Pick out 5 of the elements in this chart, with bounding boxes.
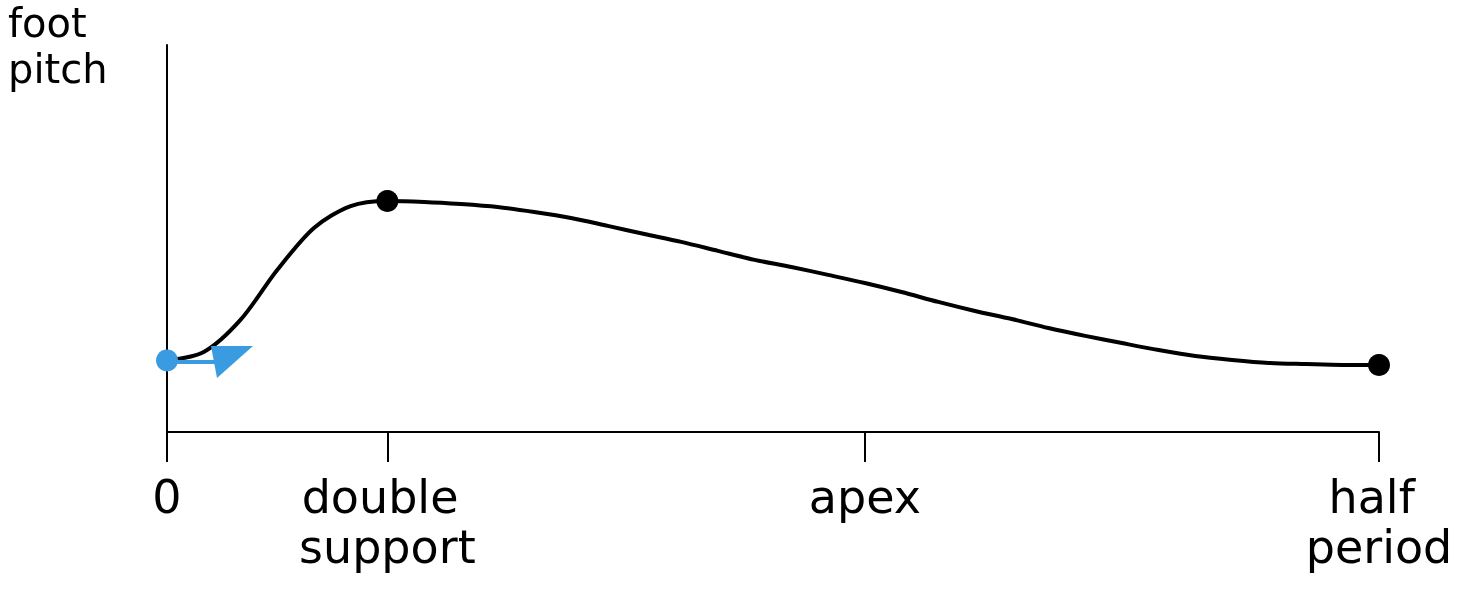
x-tick-label: 0	[152, 470, 182, 524]
x-tick-label: half period	[1305, 470, 1453, 574]
x-tick-label: double support	[299, 470, 476, 574]
y-axis-title: foot pitch	[8, 0, 108, 92]
x-tick-label: apex	[808, 470, 921, 524]
